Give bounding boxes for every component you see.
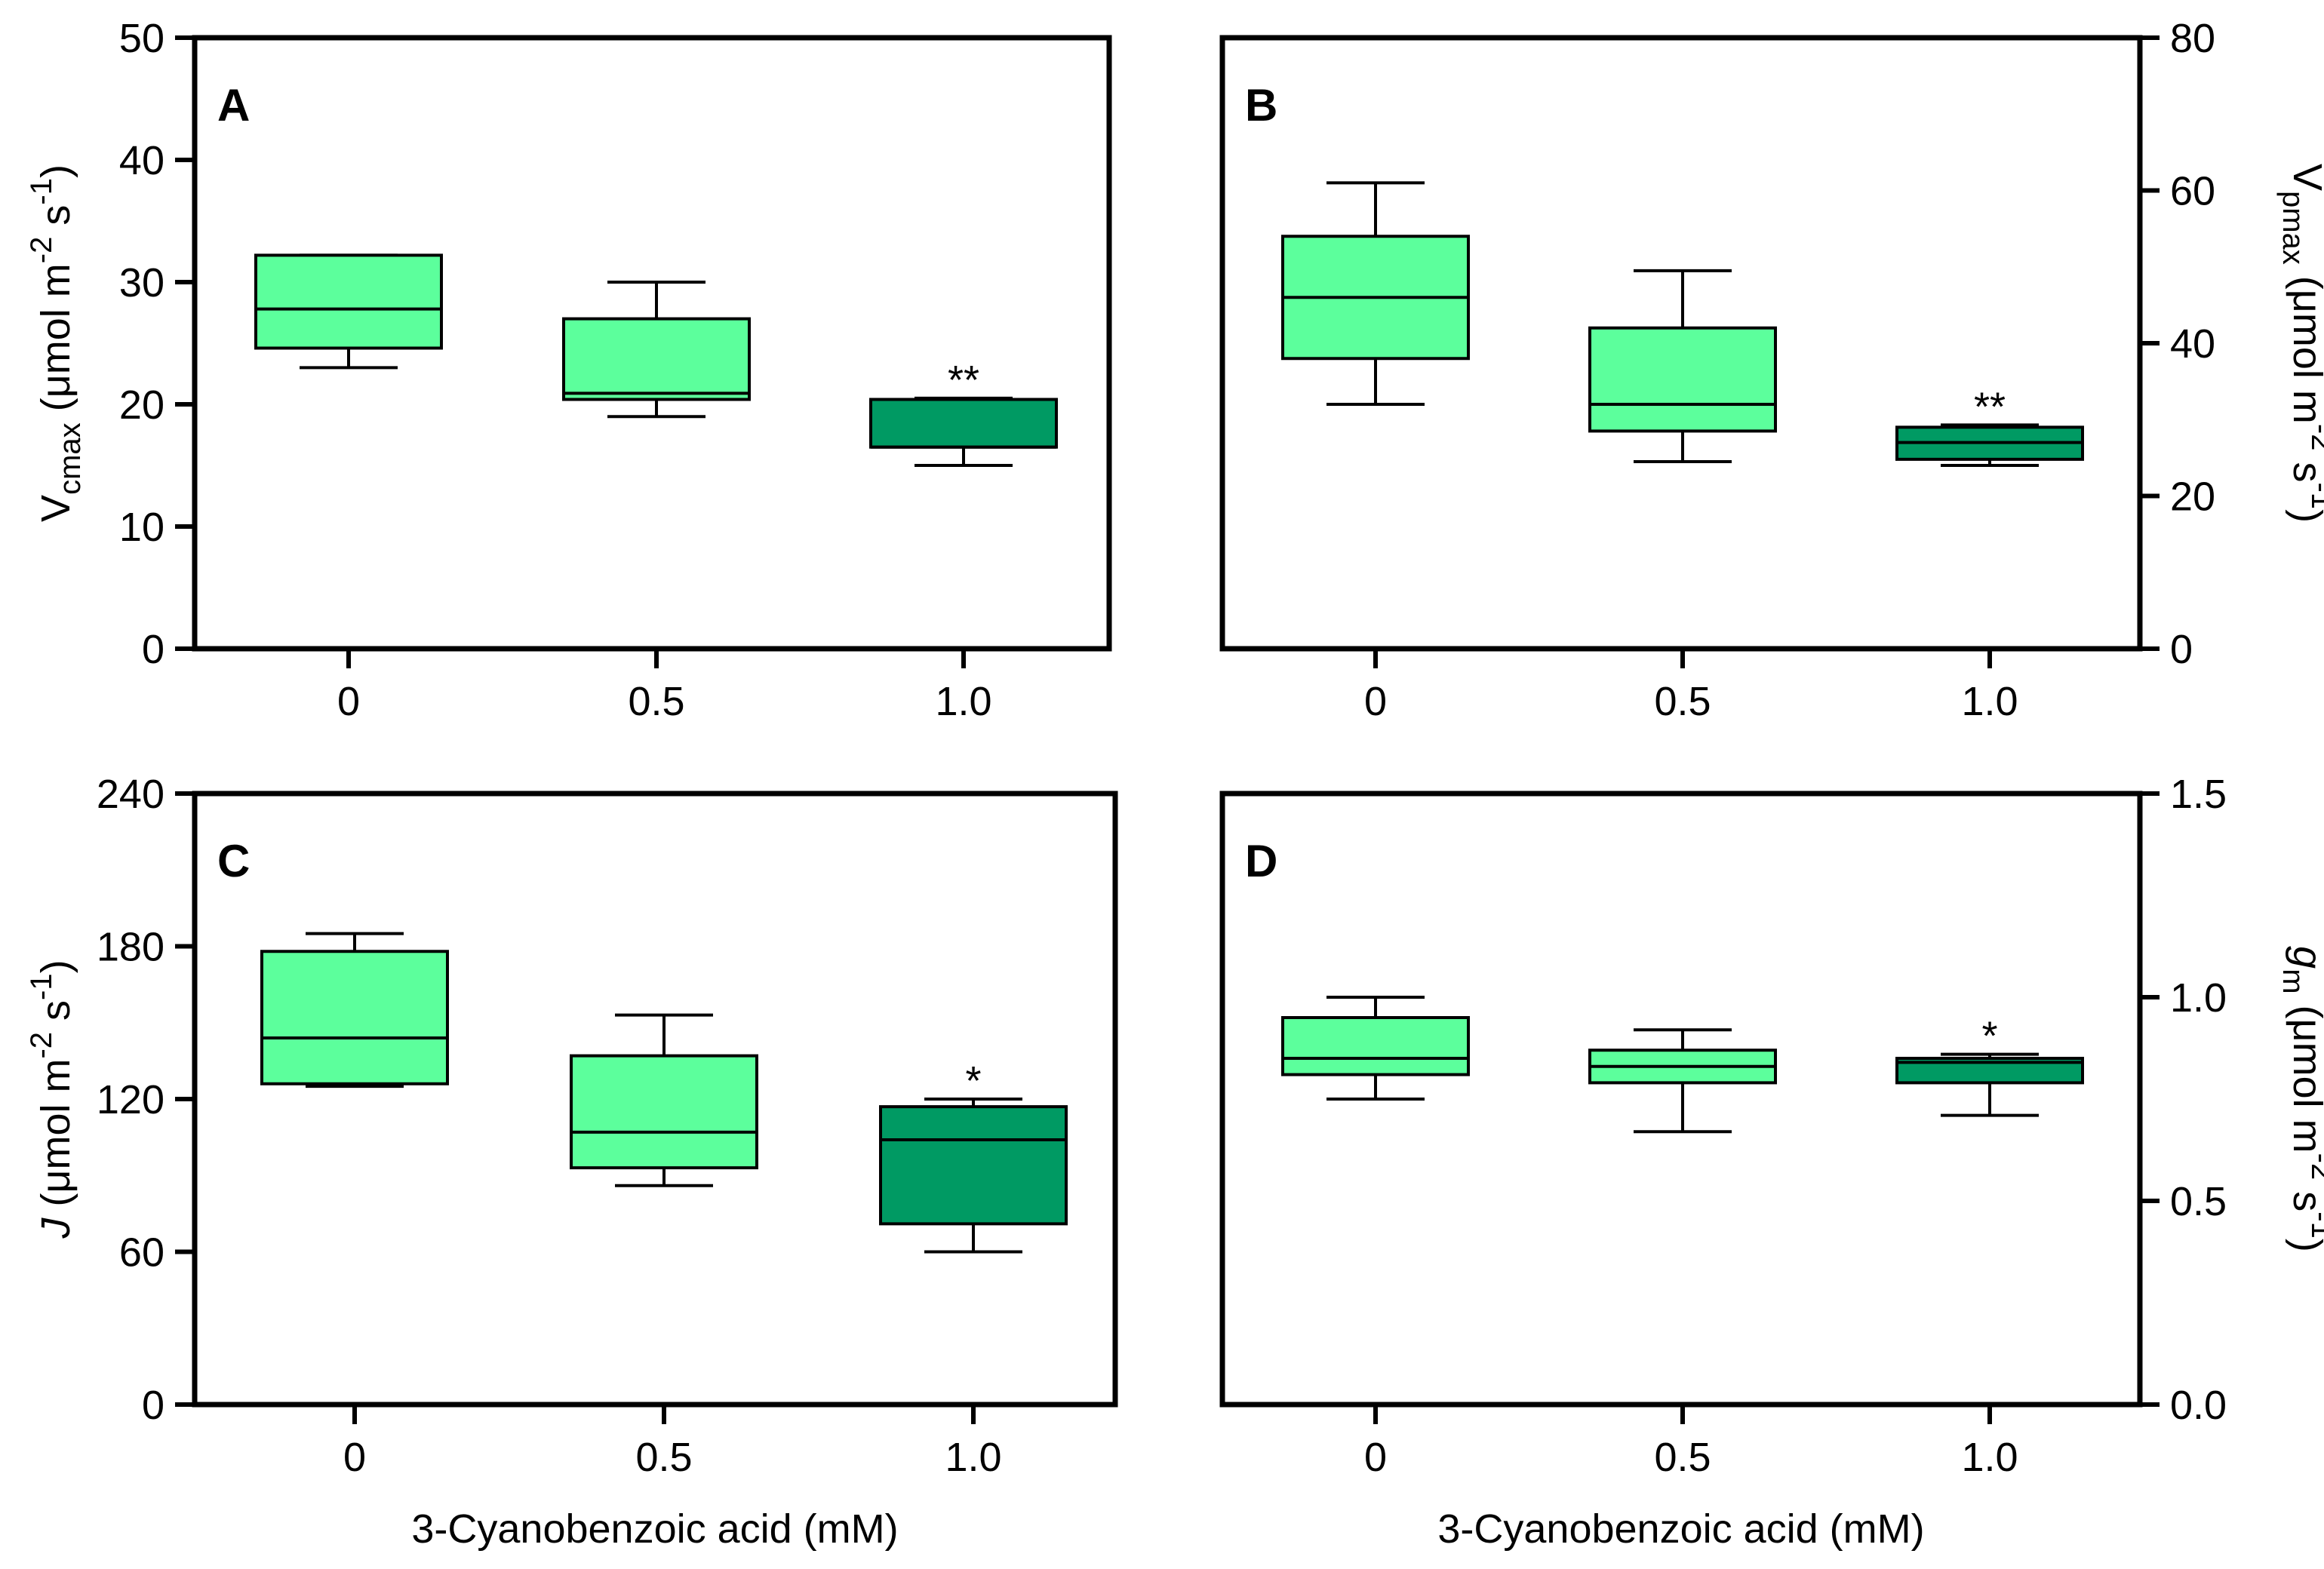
box-0 (1281, 996, 1470, 1101)
y-tick-label: 40 (119, 138, 164, 183)
y-tick-label: 10 (119, 505, 164, 550)
y-tick-label: 1.5 (2170, 772, 2227, 817)
y-tick-label: 20 (119, 382, 164, 428)
panel-D: D 0.0 0.5 1.0 1.5 0 0.5 1.0 3-Cyanobenzoic acid … (1219, 772, 2324, 1552)
y-tick-label: 0 (2170, 627, 2193, 672)
iqr-box (562, 317, 751, 401)
y-tick-label: 240 (97, 772, 164, 817)
x-tick-label: 1.0 (1961, 679, 2018, 724)
panel-label: C (217, 836, 250, 886)
x-tick-label: 0.5 (1654, 1435, 1711, 1480)
box-1.0: * (879, 1058, 1068, 1254)
y-tick-label: 0 (142, 1383, 164, 1428)
y-axis-label: Vpmax (μmol m-2 s-1) (2276, 164, 2324, 523)
iqr-box (879, 1105, 1068, 1226)
iqr-box (1588, 326, 1777, 433)
iqr-box (869, 398, 1058, 449)
box-0.5 (1588, 269, 1777, 463)
y-tick-label: 50 (119, 16, 164, 61)
box-0 (254, 253, 443, 370)
box-1.0: ** (869, 358, 1058, 467)
panel-B: B 0 20 40 60 80 0 0.5 1.0 Vpmax (μmol m-2 s-1) ** (1219, 16, 2324, 724)
y-axis-label: J (μmol m-2 s-1) (25, 960, 78, 1239)
x-tick-label: 0 (1364, 679, 1387, 724)
panel-label: A (217, 80, 250, 130)
iqr-box (570, 1054, 758, 1170)
box-0.5 (570, 1013, 758, 1187)
x-tick-label: 1.0 (945, 1435, 1001, 1480)
y-tick-label: 1.0 (2170, 975, 2227, 1021)
panel-A: A 0 10 20 30 40 50 0 0.5 1.0 Vcmax (μmol m-2 s-1) *… (25, 16, 1112, 724)
significance-label: * (1981, 1014, 1997, 1059)
box-0 (1281, 181, 1470, 406)
y-tick-label: 30 (119, 260, 164, 306)
y-tick-label: 180 (97, 925, 164, 970)
x-tick-label: 0.5 (635, 1435, 692, 1480)
y-tick-label: 60 (119, 1230, 164, 1276)
panel-C: C 0 60 120 180 240 0 0.5 1.0 3-Cyanobenzoic acid … (25, 772, 1118, 1552)
y-axis-label: Vcmax (μmol m-2 s-1) (25, 164, 87, 522)
y-tick-label: 120 (97, 1077, 164, 1122)
panel-label: B (1245, 80, 1277, 130)
iqr-box (1281, 1016, 1470, 1076)
y-tick-label: 0 (142, 627, 164, 672)
y-tick-label: 80 (2170, 16, 2215, 61)
x-tick-label: 1.0 (1961, 1435, 2018, 1480)
significance-label: ** (948, 358, 979, 403)
x-tick-label: 0.5 (628, 679, 684, 724)
y-tick-label: 0.0 (2170, 1383, 2227, 1428)
x-tick-label: 1.0 (935, 679, 991, 724)
x-axis-label: 3-Cyanobenzoic acid (mM) (1437, 1506, 1924, 1552)
box-0 (260, 932, 449, 1088)
x-tick-label: 0 (337, 679, 360, 724)
plot-frame (192, 35, 1112, 652)
x-axis-label: 3-Cyanobenzoic acid (mM) (411, 1506, 898, 1552)
x-tick-label: 0.5 (1654, 679, 1711, 724)
box-1.0: ** (1895, 384, 2084, 467)
x-tick-label: 0 (1364, 1435, 1387, 1480)
y-axis-label: gm (μmol m-2 s-1) (2276, 946, 2324, 1252)
box-0.5 (1588, 1028, 1777, 1134)
y-tick-label: 60 (2170, 169, 2215, 214)
x-tick-label: 0 (343, 1435, 366, 1480)
box-1.0: * (1895, 1014, 2084, 1117)
panel-label: D (1245, 836, 1277, 886)
y-tick-label: 20 (2170, 474, 2215, 520)
iqr-box (254, 253, 443, 350)
significance-label: ** (1974, 384, 2006, 429)
significance-label: * (965, 1058, 981, 1104)
y-tick-label: 0.5 (2170, 1179, 2227, 1224)
box-0.5 (562, 281, 751, 419)
iqr-box (260, 950, 449, 1085)
y-tick-label: 40 (2170, 321, 2215, 367)
